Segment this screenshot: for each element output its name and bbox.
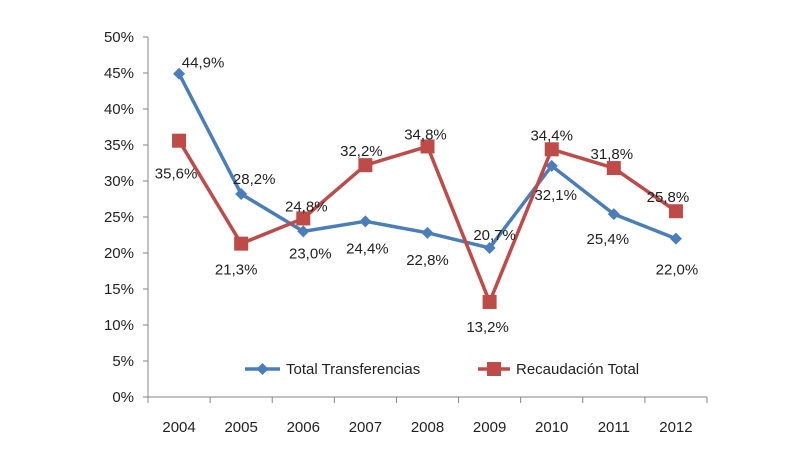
data-label: 34,4%	[530, 127, 573, 144]
data-label: 20,7%	[473, 227, 516, 244]
x-tick-label: 2004	[162, 419, 195, 436]
x-tick-label: 2009	[473, 419, 506, 436]
data-point-square	[234, 236, 249, 251]
data-label: 35,6%	[155, 166, 198, 183]
data-point-square	[296, 211, 311, 226]
x-tick-label: 2010	[535, 419, 568, 436]
data-label: 22,8%	[406, 252, 449, 269]
y-tick-label: 0%	[112, 389, 134, 406]
data-label: 32,2%	[340, 143, 383, 160]
data-point-diamond	[235, 187, 248, 200]
y-tick-label: 30%	[104, 173, 134, 190]
y-tick-label: 5%	[112, 353, 134, 370]
x-tick-label: 2008	[411, 419, 444, 436]
legend-label: Recaudación Total	[516, 361, 639, 378]
data-point-diamond	[421, 226, 434, 239]
data-label: 24,4%	[346, 240, 389, 257]
data-label: 34,8%	[404, 126, 447, 143]
data-label: 24,8%	[285, 198, 328, 215]
data-point-square	[668, 204, 683, 219]
data-label: 25,4%	[587, 231, 630, 248]
legend-marker-diamond	[256, 363, 269, 375]
data-point-square	[172, 133, 187, 148]
y-tick-label: 45%	[104, 65, 134, 82]
data-point-diamond	[359, 215, 372, 228]
data-label: 31,8%	[591, 146, 634, 163]
y-tick-label: 40%	[104, 101, 134, 118]
data-point-diamond	[607, 208, 620, 221]
data-point-diamond	[297, 225, 310, 238]
data-label: 25,8%	[647, 189, 690, 206]
data-point-square	[544, 142, 559, 157]
y-tick-label: 15%	[104, 281, 134, 298]
x-tick-label: 2006	[287, 419, 320, 436]
data-label: 28,2%	[233, 171, 276, 188]
data-label: 22,0%	[656, 262, 699, 279]
data-point-square	[482, 294, 497, 309]
data-label: 23,0%	[289, 245, 332, 262]
data-point-square	[420, 139, 435, 154]
data-label: 13,2%	[466, 319, 509, 336]
data-point-diamond	[669, 232, 682, 245]
data-label: 32,1%	[534, 187, 577, 204]
legend-label: Total Transferencias	[286, 361, 420, 378]
data-label: 21,3%	[215, 262, 258, 279]
data-point-square	[358, 158, 373, 173]
data-point-diamond	[173, 67, 186, 80]
x-tick-label: 2012	[659, 419, 692, 436]
x-tick-label: 2007	[349, 419, 382, 436]
y-tick-label: 10%	[104, 317, 134, 334]
x-tick-label: 2005	[224, 419, 257, 436]
data-point-diamond	[483, 241, 496, 254]
y-tick-label: 25%	[104, 209, 134, 226]
y-tick-label: 50%	[104, 29, 134, 46]
data-point-diamond	[545, 159, 558, 172]
legend-marker-square	[487, 362, 501, 376]
y-tick-label: 35%	[104, 137, 134, 154]
y-tick-label: 20%	[104, 245, 134, 262]
x-tick-label: 2011	[598, 419, 630, 436]
data-label: 44,9%	[182, 55, 225, 72]
data-point-square	[606, 161, 621, 176]
